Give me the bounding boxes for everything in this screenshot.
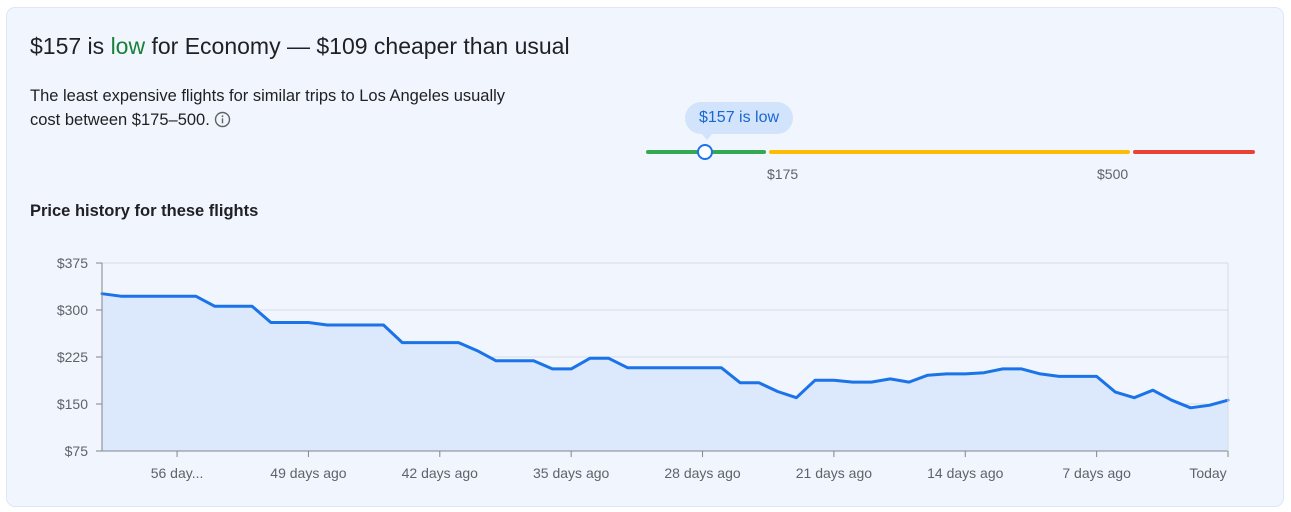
price-description: The least expensive flights for similar … [30, 84, 530, 135]
info-icon[interactable] [214, 111, 231, 135]
headline-rest: for Economy — $109 cheaper than usual [151, 33, 570, 59]
y-tick-label: $150 [57, 396, 88, 412]
y-tick-label: $75 [65, 443, 89, 459]
x-tick-label: 56 day... [151, 465, 204, 481]
x-tick-label: 49 days ago [270, 465, 346, 481]
headline-level: low [110, 33, 146, 59]
x-tick-label: 7 days ago [1062, 465, 1131, 481]
y-tick-label: $300 [57, 302, 88, 318]
headline-price: $157 is [30, 33, 105, 59]
price-headline: $157 is low for Economy — $109 cheaper t… [30, 33, 570, 60]
x-tick-label: 42 days ago [402, 465, 478, 481]
x-tick-label: 28 days ago [664, 465, 740, 481]
x-tick-label: 14 days ago [927, 465, 1003, 481]
x-tick-label: 35 days ago [533, 465, 609, 481]
history-title: Price history for these flights [30, 202, 259, 220]
y-tick-label: $375 [57, 255, 88, 271]
price-area-fill [102, 293, 1228, 451]
y-tick-label: $225 [57, 349, 88, 365]
price-series-line [100, 292, 1230, 410]
x-tick-label: Today [1189, 465, 1226, 481]
x-tick-label: 21 days ago [796, 465, 872, 481]
description-text: The least expensive flights for similar … [30, 87, 506, 129]
